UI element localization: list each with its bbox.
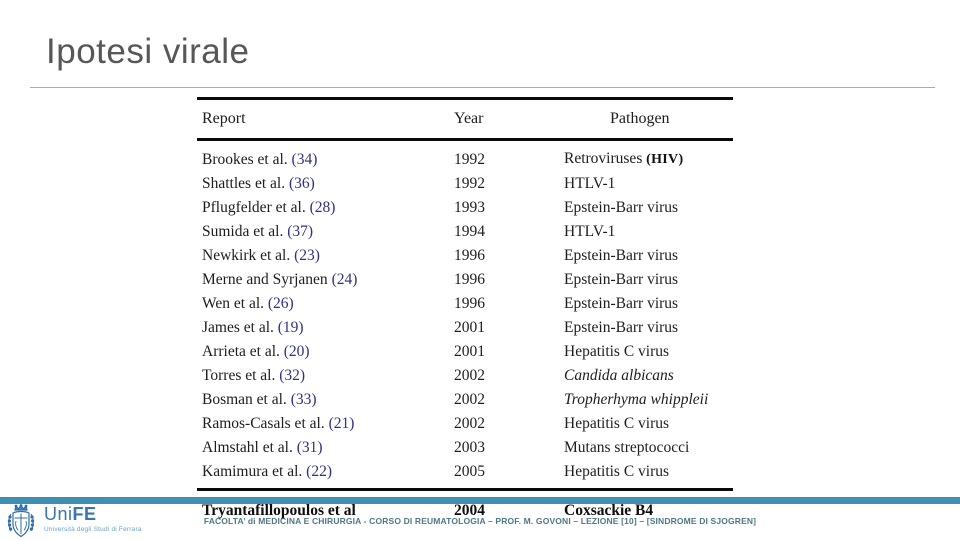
table-row: Bosman et al. (33) 2002 Tropherhyma whip… <box>197 388 733 412</box>
citation-number: (20) <box>283 343 310 360</box>
table-row: Sumida et al. (37) 1994 HTLV-1 <box>197 220 733 244</box>
citation-number: (33) <box>290 391 317 408</box>
table-row: Torres et al. (32) 2002 Candida albicans <box>197 364 733 388</box>
pathogen-cell: Tropherhyma whippleii <box>564 391 709 408</box>
citation-number: (28) <box>309 199 336 216</box>
hiv-annotation: (HIV) <box>642 152 684 167</box>
citation-number: (21) <box>328 415 355 432</box>
citation-number: (36) <box>288 175 315 192</box>
pathogen-cell: Epstein-Barr virus <box>564 199 679 216</box>
year-cell: 2001 <box>454 319 485 336</box>
logo-name: UniFE <box>44 504 97 524</box>
table-row: James et al. (19) 2001 Epstein-Barr viru… <box>197 316 733 340</box>
citation-number: (23) <box>294 247 320 264</box>
title-divider <box>30 87 935 88</box>
citation-number: (26) <box>267 295 294 312</box>
year-cell: 1992 <box>454 150 485 168</box>
report-cell: Shattles et al. (36) <box>202 175 315 192</box>
citation-number: (22) <box>306 463 332 480</box>
table-row: Shattles et al. (36) 1992 HTLV-1 <box>197 172 733 196</box>
year-cell: 1996 <box>454 295 485 312</box>
pathogen-cell: Epstein-Barr virus <box>564 319 679 336</box>
citation-number: (24) <box>331 271 358 288</box>
report-cell: Pflugfelder et al. (28) <box>202 199 336 216</box>
citation-number: (31) <box>296 439 323 456</box>
pathogen-table: Report Year Pathogen Brookes et al. (34)… <box>197 97 733 523</box>
report-cell: James et al. (19) <box>202 319 304 336</box>
report-cell: Torres et al. (32) <box>202 367 306 384</box>
pathogen-cell: HTLV-1 <box>564 175 616 192</box>
table-row: Arrieta et al. (20) 2001 Hepatitis C vir… <box>197 340 733 364</box>
citation-number: (19) <box>277 319 304 336</box>
year-cell: 2005 <box>453 460 563 491</box>
col-header-year: Year <box>453 97 563 141</box>
added-report-cell: Tryantafillopoulos et al <box>202 502 356 519</box>
table-row: Brookes et al. (34) 1992 Retroviruses (H… <box>197 140 733 173</box>
col-header-pathogen: Pathogen <box>563 97 733 141</box>
table-row: Almstahl et al. (31) 2003 Mutans strepto… <box>197 436 733 460</box>
report-cell: Wen et al. (26) <box>202 295 294 312</box>
footer-caption: FACOLTA’ di MEDICINA E CHIRURGIA - CORSO… <box>203 516 757 526</box>
pathogen-cell: Hepatitis C virus <box>564 343 670 360</box>
pathogen-cell: Epstein-Barr virus <box>564 247 679 264</box>
year-cell: 1996 <box>454 271 485 288</box>
report-cell: Kamimura et al. (22) <box>197 460 453 491</box>
citation-number: (32) <box>279 367 306 384</box>
report-cell: Newkirk et al. (23) <box>202 247 320 264</box>
table-row: Wen et al. (26) 1996 Epstein-Barr virus <box>197 292 733 316</box>
report-cell: Arrieta et al. (20) <box>202 343 310 360</box>
table-row: Ramos-Casals et al. (21) 2002 Hepatitis … <box>197 412 733 436</box>
year-cell: 1994 <box>454 223 485 240</box>
year-cell: 1996 <box>454 247 485 264</box>
added-year-cell: 2004 <box>454 502 485 519</box>
report-cell: Ramos-Casals et al. (21) <box>202 415 355 432</box>
pathogen-cell: Hepatitis C virus <box>564 415 670 432</box>
table-row: Kamimura et al. (22) 2005 Hepatitis C vi… <box>197 460 733 491</box>
pathogen-cell: Mutans streptococci <box>564 439 690 456</box>
year-cell: 2003 <box>454 439 485 456</box>
pathogen-cell: Retroviruses (HIV) <box>564 150 684 167</box>
report-cell: Almstahl et al. (31) <box>202 439 323 456</box>
slide-footer: UniFE Università degli Studi di Ferrara … <box>0 497 960 540</box>
university-crest-icon <box>7 504 35 538</box>
pathogen-cell: Epstein-Barr virus <box>564 295 679 312</box>
year-cell: 2002 <box>454 367 485 384</box>
citation-number: (37) <box>287 223 314 240</box>
added-pathogen-cell: Coxsackie B4 <box>564 502 654 519</box>
report-year-pathogen-table: Report Year Pathogen Brookes et al. (34)… <box>197 97 733 523</box>
table-row: Merne and Syrjanen (24) 1996 Epstein-Bar… <box>197 268 733 292</box>
pathogen-cell: Candida albicans <box>564 367 674 384</box>
year-cell: 2001 <box>454 343 485 360</box>
pathogen-cell: Hepatitis C virus <box>563 460 733 491</box>
report-cell: Sumida et al. (37) <box>202 223 314 240</box>
col-header-report: Report <box>197 97 453 141</box>
report-cell: Merne and Syrjanen (24) <box>202 271 358 288</box>
pathogen-cell: HTLV-1 <box>564 223 616 240</box>
year-cell: 2002 <box>454 415 485 432</box>
table-row: Newkirk et al. (23) 1996 Epstein-Barr vi… <box>197 244 733 268</box>
year-cell: 1993 <box>454 199 485 216</box>
report-cell: Bosman et al. (33) <box>202 391 317 408</box>
unife-logo: UniFE Università degli Studi di Ferrara <box>5 504 142 538</box>
year-cell: 2002 <box>454 391 485 408</box>
page-title: Ipotesi virale <box>46 32 250 71</box>
logo-text: UniFE Università degli Studi di Ferrara <box>44 504 142 533</box>
pathogen-cell: Epstein-Barr virus <box>564 271 679 288</box>
accent-bar <box>0 497 960 504</box>
year-cell: 1992 <box>454 175 485 192</box>
citation-number: (34) <box>291 150 318 168</box>
report-cell: Brookes et al. (34) <box>202 150 318 168</box>
added-table-row: Tryantafillopoulos et al 2004 Coxsackie … <box>197 490 733 524</box>
table-header-row: Report Year Pathogen <box>197 97 733 141</box>
logo-subtitle: Università degli Studi di Ferrara <box>44 526 142 533</box>
table-row: Pflugfelder et al. (28) 1993 Epstein-Bar… <box>197 196 733 220</box>
